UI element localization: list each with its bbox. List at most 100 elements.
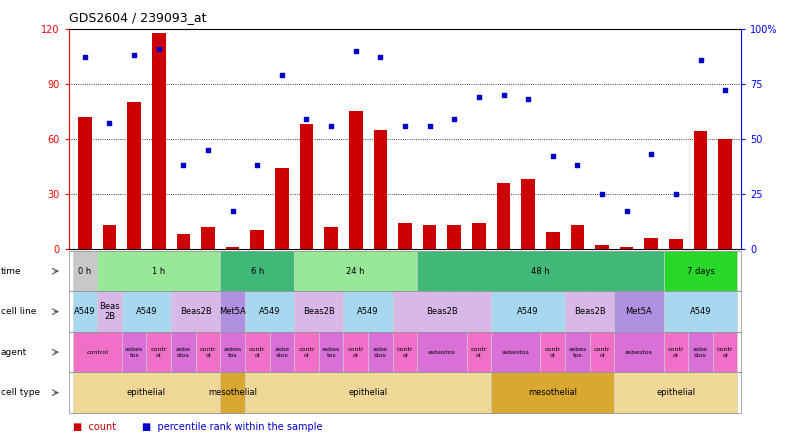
Point — [128, 52, 141, 59]
Text: contr
ol: contr ol — [347, 347, 364, 357]
Bar — [718, 139, 732, 249]
Text: asbes
tos: asbes tos — [224, 347, 241, 357]
Text: contr
ol: contr ol — [200, 347, 216, 357]
Text: contr
ol: contr ol — [397, 347, 413, 357]
Text: time: time — [1, 266, 21, 276]
Text: asbe
stos: asbe stos — [373, 347, 388, 357]
Point — [202, 146, 215, 153]
Point — [152, 45, 165, 52]
Bar — [373, 130, 387, 249]
Point — [546, 153, 559, 160]
Bar — [447, 225, 461, 249]
Point — [275, 71, 288, 79]
Text: A549: A549 — [357, 307, 379, 316]
Text: mesothelial: mesothelial — [208, 388, 257, 397]
Point — [448, 115, 461, 123]
Text: asbe
stos: asbe stos — [275, 347, 289, 357]
Text: Beas2B: Beas2B — [303, 307, 335, 316]
Point — [251, 162, 264, 169]
Bar — [472, 223, 486, 249]
Text: control: control — [86, 349, 109, 355]
Text: A549: A549 — [74, 307, 96, 316]
Text: Beas2B: Beas2B — [573, 307, 606, 316]
Text: Met5A: Met5A — [625, 307, 652, 316]
Point — [694, 56, 707, 63]
Text: cell type: cell type — [1, 388, 40, 397]
Text: ■  count: ■ count — [73, 422, 116, 432]
Text: asbestos: asbestos — [428, 349, 456, 355]
Point — [300, 115, 313, 123]
Point — [669, 190, 682, 197]
Text: contr
ol: contr ol — [151, 347, 167, 357]
Point — [349, 47, 362, 54]
Text: mesothelial: mesothelial — [528, 388, 578, 397]
Point — [645, 151, 658, 158]
Bar — [300, 124, 313, 249]
Bar — [693, 131, 707, 249]
Text: 48 h: 48 h — [531, 266, 550, 276]
Text: 7 days: 7 days — [687, 266, 714, 276]
Point — [325, 122, 338, 129]
Point — [399, 122, 411, 129]
Point — [374, 54, 387, 61]
Bar — [423, 225, 437, 249]
Text: asbestos: asbestos — [625, 349, 653, 355]
Bar — [78, 117, 92, 249]
Bar — [127, 102, 141, 249]
Text: asbe
stos: asbe stos — [693, 347, 708, 357]
Point — [620, 208, 633, 215]
Bar — [546, 232, 560, 249]
Bar — [620, 247, 633, 249]
Text: 6 h: 6 h — [250, 266, 264, 276]
Text: 0 h: 0 h — [79, 266, 92, 276]
Bar — [497, 183, 510, 249]
Point — [497, 91, 510, 99]
Bar — [324, 227, 338, 249]
Text: GDS2604 / 239093_at: GDS2604 / 239093_at — [69, 11, 207, 24]
Bar — [669, 239, 683, 249]
Point — [226, 208, 239, 215]
Bar — [103, 225, 117, 249]
Text: Beas
2B: Beas 2B — [99, 302, 120, 321]
Text: A549: A549 — [135, 307, 157, 316]
Text: contr
ol: contr ol — [717, 347, 733, 357]
Text: epithelial: epithelial — [656, 388, 696, 397]
Text: A549: A549 — [518, 307, 539, 316]
Bar — [152, 32, 165, 249]
Bar — [399, 223, 411, 249]
Text: contr
ol: contr ol — [544, 347, 561, 357]
Text: contr
ol: contr ol — [667, 347, 684, 357]
Text: asbes
tos: asbes tos — [125, 347, 143, 357]
Text: 24 h: 24 h — [347, 266, 365, 276]
Text: A549: A549 — [259, 307, 280, 316]
Point — [718, 87, 731, 94]
Text: contr
ol: contr ol — [298, 347, 315, 357]
Text: contr
ol: contr ol — [471, 347, 487, 357]
Text: ■  percentile rank within the sample: ■ percentile rank within the sample — [142, 422, 322, 432]
Bar — [570, 225, 584, 249]
Point — [571, 162, 584, 169]
Point — [79, 54, 92, 61]
Text: asbestos: asbestos — [502, 349, 530, 355]
Text: asbe
stos: asbe stos — [176, 347, 191, 357]
Text: epithelial: epithelial — [127, 388, 166, 397]
Text: epithelial: epithelial — [348, 388, 388, 397]
Bar — [645, 238, 658, 249]
Text: Beas2B: Beas2B — [426, 307, 458, 316]
Text: agent: agent — [1, 348, 27, 357]
Point — [423, 122, 436, 129]
Text: contr
ol: contr ol — [594, 347, 610, 357]
Bar — [522, 179, 535, 249]
Text: 1 h: 1 h — [152, 266, 165, 276]
Text: Beas2B: Beas2B — [180, 307, 211, 316]
Bar — [201, 227, 215, 249]
Bar — [177, 234, 190, 249]
Text: cell line: cell line — [1, 307, 36, 316]
Text: A549: A549 — [690, 307, 711, 316]
Text: asbes
tos: asbes tos — [569, 347, 586, 357]
Bar — [349, 111, 363, 249]
Bar — [595, 245, 609, 249]
Point — [177, 162, 190, 169]
Point — [103, 120, 116, 127]
Text: Met5A: Met5A — [220, 307, 246, 316]
